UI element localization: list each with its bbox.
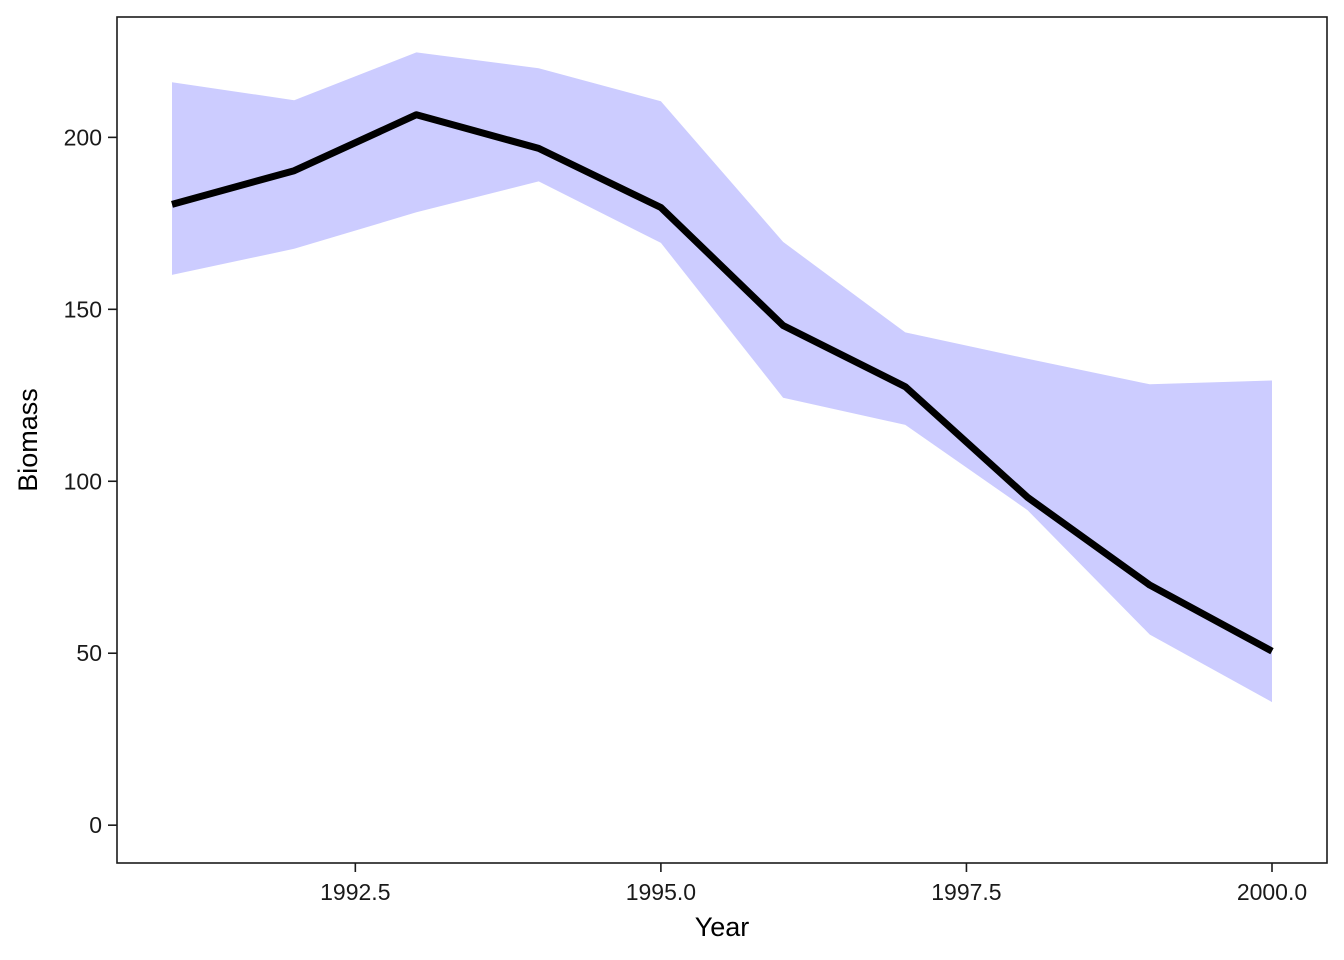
- y-axis: 0 50 100 150 200: [64, 124, 117, 838]
- y-tick-label: 0: [89, 812, 102, 838]
- y-tick-label: 150: [64, 296, 102, 322]
- x-axis: 1992.5 1995.0 1997.5 2000.0: [320, 863, 1307, 905]
- y-tick-label: 50: [76, 640, 102, 666]
- y-tick-label: 200: [64, 124, 102, 150]
- x-tick-label: 1997.5: [931, 879, 1001, 905]
- plot-border: [116, 16, 1328, 864]
- confidence-ribbon: [172, 52, 1272, 703]
- chart-marks: [171, 52, 1274, 703]
- x-axis-title: Year: [695, 912, 750, 942]
- y-axis-title: Biomass: [13, 388, 43, 492]
- x-tick-label: 2000.0: [1237, 879, 1307, 905]
- x-tick-label: 1992.5: [320, 879, 390, 905]
- x-tick-label: 1995.0: [626, 879, 696, 905]
- biomass-line: [171, 111, 1274, 655]
- y-tick-label: 100: [64, 468, 102, 494]
